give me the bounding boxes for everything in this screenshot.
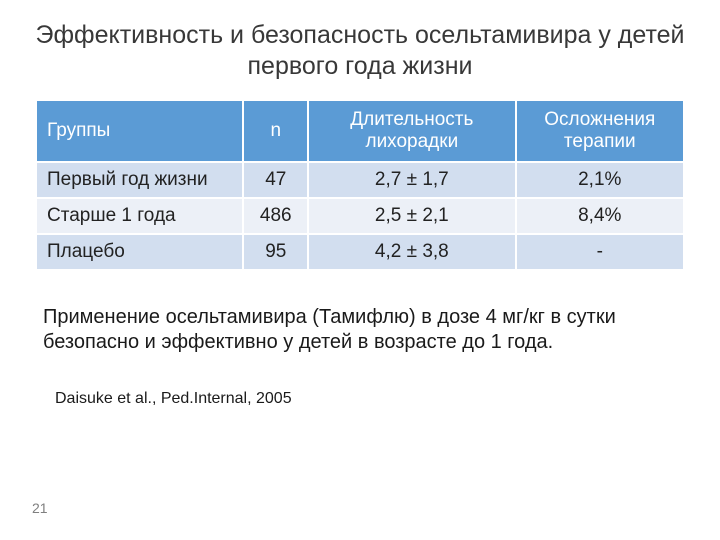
table-header-row: Группы n Длительность лихорадки Осложнен… xyxy=(36,100,684,162)
col-header-n: n xyxy=(243,100,308,162)
data-table: Группы n Длительность лихорадки Осложнен… xyxy=(35,99,685,271)
cell: - xyxy=(516,234,684,270)
cell: 8,4% xyxy=(516,198,684,234)
slide-title: Эффективность и безопасность осельтамиви… xyxy=(35,20,685,83)
slide: Эффективность и безопасность осельтамиви… xyxy=(0,0,720,540)
col-header-complications: Осложнения терапии xyxy=(516,100,684,162)
col-header-groups: Группы xyxy=(36,100,243,162)
page-number: 21 xyxy=(32,500,48,516)
cell: Первый год жизни xyxy=(36,162,243,198)
table-row: Плацебо 95 4,2 ± 3,8 - xyxy=(36,234,684,270)
cell: 2,7 ± 1,7 xyxy=(308,162,515,198)
cell: Старше 1 года xyxy=(36,198,243,234)
body-text: Применение осельтамивира (Тамифлю) в доз… xyxy=(43,305,677,356)
cell: 95 xyxy=(243,234,308,270)
cell: 2,1% xyxy=(516,162,684,198)
table-row: Первый год жизни 47 2,7 ± 1,7 2,1% xyxy=(36,162,684,198)
table-row: Старше 1 года 486 2,5 ± 2,1 8,4% xyxy=(36,198,684,234)
citation: Daisuke et al., Ped.Internal, 2005 xyxy=(55,390,685,408)
cell: Плацебо xyxy=(36,234,243,270)
cell: 4,2 ± 3,8 xyxy=(308,234,515,270)
table-body: Первый год жизни 47 2,7 ± 1,7 2,1% Старш… xyxy=(36,162,684,270)
col-header-duration: Длительность лихорадки xyxy=(308,100,515,162)
cell: 2,5 ± 2,1 xyxy=(308,198,515,234)
cell: 486 xyxy=(243,198,308,234)
cell: 47 xyxy=(243,162,308,198)
